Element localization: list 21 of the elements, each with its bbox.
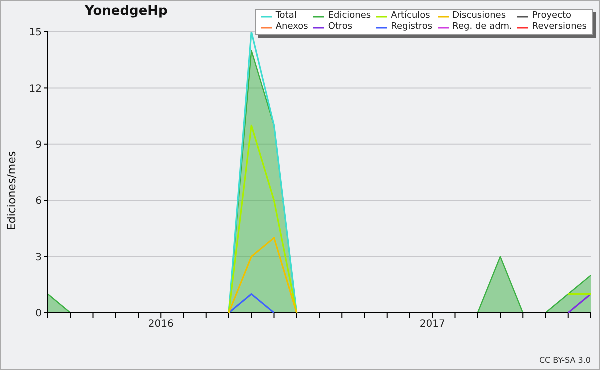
legend-label: Total xyxy=(274,11,298,22)
y-axis-title: Ediciones/mes xyxy=(6,151,18,231)
chart-title: YonedgeHp xyxy=(85,4,168,19)
legend-label: Discusiones xyxy=(452,11,508,22)
y-tick-label: 0 xyxy=(36,308,42,320)
legend-label: Artículos xyxy=(390,11,432,22)
x-tick-label: 2017 xyxy=(420,319,446,330)
legend-label: Reversiones xyxy=(531,22,587,33)
y-tick-label: 6 xyxy=(36,196,42,208)
legend-label: Registros xyxy=(390,22,433,33)
text: CC BY-SA 3.0 xyxy=(539,356,591,365)
legend-label: Reg. de adm. xyxy=(452,22,512,33)
legend-label: Anexos xyxy=(274,22,308,33)
legend-label: Otros xyxy=(327,22,354,33)
legend-label: Proyecto xyxy=(531,11,573,22)
y-tick-label: 3 xyxy=(36,252,42,264)
y-tick-label: 9 xyxy=(36,140,42,151)
x-tick-label: 2016 xyxy=(148,319,174,330)
y-tick-label: 12 xyxy=(29,84,42,95)
y-tick-label: 15 xyxy=(29,28,42,39)
legend-label: Ediciones xyxy=(327,11,372,22)
